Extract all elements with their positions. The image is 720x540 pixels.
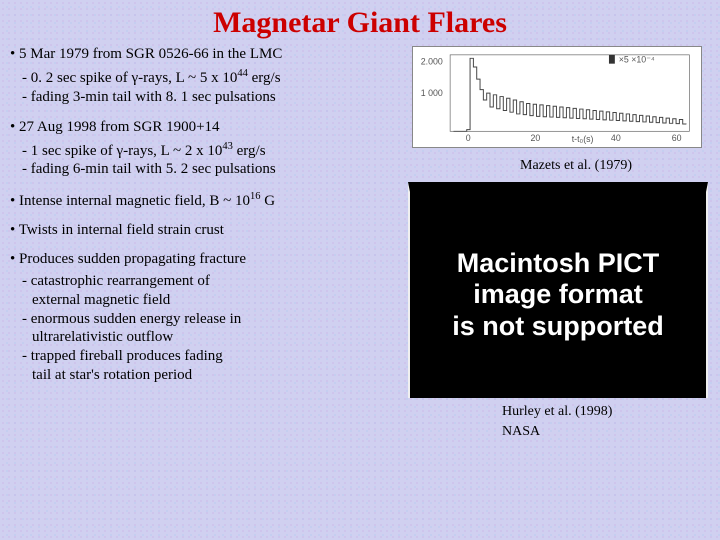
- b2s1-tail: erg/s: [233, 143, 266, 159]
- bullet-4: • Twists in internal field strain crust: [10, 222, 396, 239]
- bullet-3: • Intense internal magnetic field, B ~ 1…: [10, 191, 396, 210]
- left-column: • 5 Mar 1979 from SGR 0526-66 in the LMC…: [10, 46, 402, 440]
- bullet-1-sub2: - fading 3-min tail with 8. 1 sec pulsat…: [22, 88, 396, 107]
- bullet-1-head: • 5 Mar 1979 from SGR 0526-66 in the LMC: [10, 46, 396, 63]
- xtick-1: 20: [531, 133, 541, 143]
- b3-sup: 16: [250, 191, 261, 202]
- chart-inset: ×5 ×10⁻⁴: [619, 55, 655, 65]
- bullet-5-head: • Produces sudden propagating fracture: [10, 251, 396, 268]
- pict-placeholder: Macintosh PICT image format is not suppo…: [408, 182, 708, 398]
- bullet-2-sub1: - 1 sec spike of γ-rays, L ~ 2 x 1043 er…: [22, 140, 396, 161]
- ylabel-top: 2.000: [421, 57, 443, 67]
- ylabel-mid: 1 000: [421, 88, 443, 98]
- bullet-3-text: • Intense internal magnetic field, B ~ 1…: [10, 191, 396, 210]
- b3-text: • Intense internal magnetic field, B ~ 1…: [10, 193, 250, 209]
- xtick-0: 0: [466, 133, 471, 143]
- bullet-5-sub2a: - enormous sudden energy release in: [22, 310, 396, 329]
- b2s1-text: - 1 sec spike of γ-rays, L ~ 2 x 10: [22, 143, 222, 159]
- b1s1-tail: erg/s: [248, 70, 281, 86]
- chart-svg: 2.000 1 000 0 20 t-t₀(s) 40 60 ×5 ×10⁻⁴: [413, 47, 701, 147]
- b3-tail: G: [260, 193, 275, 209]
- xtick-3: 60: [672, 133, 682, 143]
- caption-nasa: NASA: [502, 424, 710, 440]
- bullet-5-sub1a: - catastrophic rearrangement of: [22, 272, 396, 291]
- pict-line2: image format: [452, 279, 664, 310]
- b1s1-sup: 44: [237, 68, 248, 79]
- bullet-5-sub3a: - trapped fireball produces fading: [22, 347, 396, 366]
- b1s1-text: - 0. 2 sec spike of γ-rays, L ~ 5 x 10: [22, 70, 237, 86]
- light-curve-chart: 2.000 1 000 0 20 t-t₀(s) 40 60 ×5 ×10⁻⁴: [412, 46, 702, 148]
- content-row: • 5 Mar 1979 from SGR 0526-66 in the LMC…: [0, 46, 720, 440]
- bullet-1: • 5 Mar 1979 from SGR 0526-66 in the LMC…: [10, 46, 396, 107]
- bullet-5: • Produces sudden propagating fracture -…: [10, 251, 396, 385]
- page-title: Magnetar Giant Flares: [0, 0, 720, 46]
- bullet-4-text: • Twists in internal field strain crust: [10, 222, 396, 239]
- pict-line1: Macintosh PICT: [452, 248, 664, 279]
- caption-hurley: Hurley et al. (1998): [502, 404, 710, 420]
- bullet-2-head: • 27 Aug 1998 from SGR 1900+14: [10, 119, 396, 136]
- bullet-5-sub2b: ultrarelativistic outflow: [32, 328, 396, 347]
- bullet-2-sub2: - fading 6-min tail with 5. 2 sec pulsat…: [22, 160, 396, 179]
- bullet-5-sub1b: external magnetic field: [32, 291, 396, 310]
- bullet-1-sub1: - 0. 2 sec spike of γ-rays, L ~ 5 x 1044…: [22, 67, 396, 88]
- bullet-2: • 27 Aug 1998 from SGR 1900+14 - 1 sec s…: [10, 119, 396, 180]
- b2s1-sup: 43: [222, 141, 233, 152]
- chart-polyline: [453, 58, 686, 131]
- right-column: 2.000 1 000 0 20 t-t₀(s) 40 60 ×5 ×10⁻⁴ …: [402, 46, 710, 440]
- xtick-2: 40: [611, 133, 621, 143]
- caption-mazets: Mazets et al. (1979): [442, 158, 710, 174]
- xlabel: t-t₀(s): [572, 134, 594, 144]
- bullet-5-sub3b: tail at star's rotation period: [32, 366, 396, 385]
- pict-line3: is not supported: [452, 311, 664, 342]
